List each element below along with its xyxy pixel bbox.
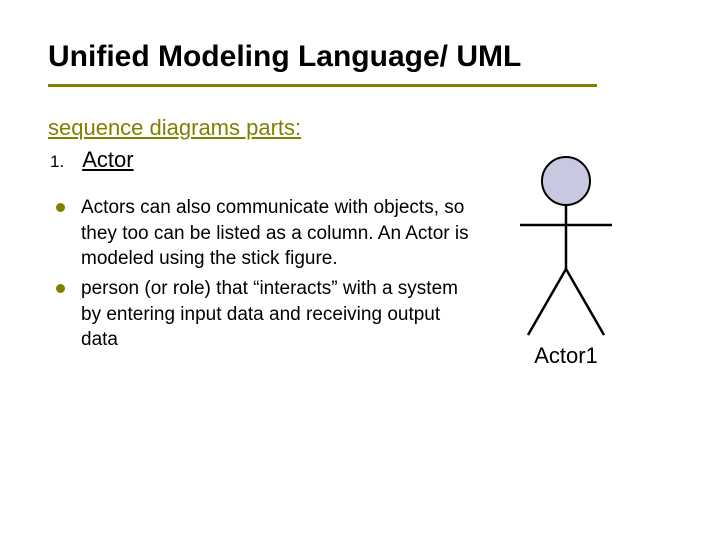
text-column: sequence diagrams parts: 1. Actor Actors… [48, 115, 478, 357]
page-title: Unified Modeling Language/ UML [48, 40, 672, 74]
list-item: person (or role) that “interacts” with a… [56, 276, 478, 353]
numbered-item: 1. Actor [50, 147, 478, 173]
bullet-icon [56, 284, 65, 293]
bullet-text: person (or role) that “interacts” with a… [81, 276, 478, 353]
item-number: 1. [50, 152, 64, 172]
slide: Unified Modeling Language/ UML sequence … [0, 0, 720, 409]
bullet-text: Actors can also communicate with objects… [81, 195, 478, 272]
item-label: Actor [82, 147, 133, 173]
list-item: Actors can also communicate with objects… [56, 195, 478, 272]
section-subtitle: sequence diagrams parts: [48, 115, 478, 141]
figure-label: Actor1 [496, 343, 636, 369]
content-row: sequence diagrams parts: 1. Actor Actors… [48, 115, 672, 369]
bullet-icon [56, 203, 65, 212]
bullet-list: Actors can also communicate with objects… [48, 195, 478, 353]
actor-figure: Actor1 [496, 151, 636, 369]
stick-figure-icon [506, 151, 626, 341]
divider [48, 84, 597, 87]
